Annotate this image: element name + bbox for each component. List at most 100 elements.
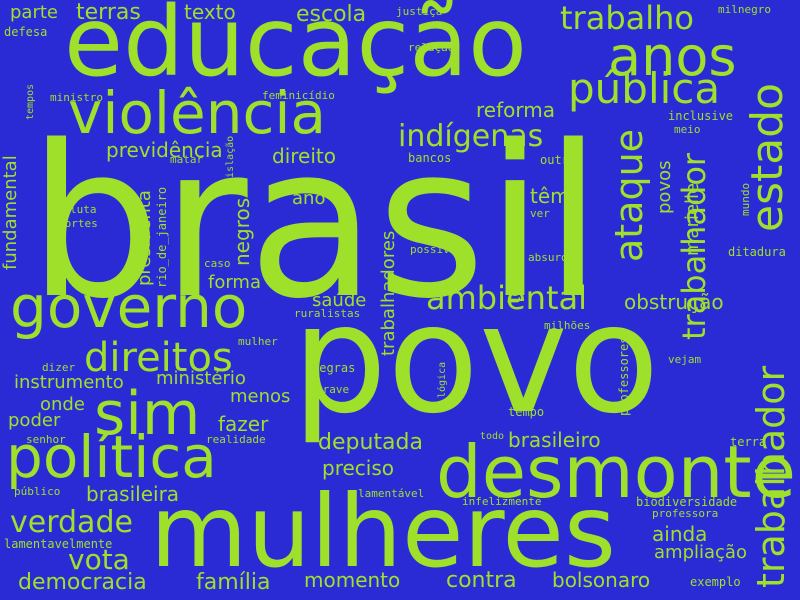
word-anos: anos xyxy=(608,25,737,88)
word-desmonte: desmonte xyxy=(436,430,796,514)
word-ditadura: ditadura xyxy=(728,245,786,259)
word-ataque: ataque xyxy=(607,128,651,262)
word-ainda: ainda xyxy=(652,522,708,546)
word-absurdo: absurdo xyxy=(528,251,575,264)
word-bolsonaro: bolsonaro xyxy=(552,568,651,592)
word-professores: professores xyxy=(617,336,631,416)
word-trabalhador: trabalhador xyxy=(749,365,793,588)
word-estado: estado xyxy=(742,82,793,232)
word-terras: terras xyxy=(76,0,141,25)
word-ano: ano xyxy=(292,188,326,209)
word-brasileiro: brasileiro xyxy=(508,428,601,452)
word-momento: momento xyxy=(304,568,401,592)
word-inclusive: inclusive xyxy=(668,109,734,123)
word-parte: parte xyxy=(10,2,58,23)
word-milnegro: milnegro xyxy=(718,3,771,16)
word-forma: forma xyxy=(208,272,261,293)
word-mulheres: mulheres xyxy=(150,473,617,590)
word-violencia: violência xyxy=(68,79,327,147)
word-feminicidio: feminicídio xyxy=(262,89,335,102)
word-povos: povos xyxy=(654,160,675,214)
word-mundo: mundo xyxy=(739,182,752,216)
word-negras: negras xyxy=(312,361,356,375)
word-professora: professora xyxy=(652,507,719,520)
word-educacao: educação xyxy=(64,0,527,98)
word-senhor: senhor xyxy=(26,433,66,446)
word-governo: governo xyxy=(10,273,248,341)
word-direito: direito xyxy=(272,144,336,168)
word-brasil: brasil xyxy=(28,100,603,345)
word-escola: escola xyxy=(296,2,367,27)
word-milhoes: milhões xyxy=(544,319,591,332)
word-preciso: preciso xyxy=(322,456,394,480)
word-brasileira: brasileira xyxy=(86,482,180,506)
word-dizer: dizer xyxy=(42,361,76,374)
word-fazer: fazer xyxy=(218,412,269,436)
word-texto: texto xyxy=(184,0,236,24)
word-povo: povo xyxy=(292,273,660,447)
word-obstrucao: obstrução xyxy=(624,290,724,314)
word-ruralistas: ruralistas xyxy=(294,307,361,320)
word-reforma: reforma xyxy=(476,98,555,122)
word-tempos: tempos xyxy=(25,83,36,120)
word-terra: terra xyxy=(730,435,767,449)
word-ministerio: ministério xyxy=(156,368,246,389)
word-ampliacao: ampliação xyxy=(654,542,747,563)
word-grave: grave xyxy=(316,383,350,396)
word-onde: onde xyxy=(40,394,85,415)
word-ver: ver xyxy=(530,207,550,220)
word-publica: pública xyxy=(568,64,721,113)
word-bancos: bancos xyxy=(408,151,452,165)
word-logica: lógica xyxy=(437,361,448,398)
word-sim: sim xyxy=(94,379,201,449)
word-relacao: relação xyxy=(408,41,455,54)
word-realidade: realidade xyxy=(206,433,266,446)
word-marielle: marielle xyxy=(682,182,703,256)
word-infelizmente: infelizmente xyxy=(462,495,542,508)
word-negros: negros xyxy=(230,197,254,266)
word-matar: matar xyxy=(170,153,204,166)
word-biodiversidade: biodiversidade xyxy=(636,495,738,509)
word-caso: caso xyxy=(204,257,231,270)
word-outro: outro xyxy=(540,153,577,167)
word-territorios: territórios xyxy=(504,215,525,304)
word-saude: saúde xyxy=(312,290,367,311)
word-direitos: direitos xyxy=(84,335,233,381)
word-familia: família xyxy=(196,570,271,595)
word-instrumento: instrumento xyxy=(14,372,124,393)
word-vota: vota xyxy=(68,543,130,576)
word-defesa: defesa xyxy=(4,25,48,39)
word-presidenta: presidenta xyxy=(134,190,155,286)
word-tem: têm xyxy=(530,184,570,208)
word-trabalho: trabalho xyxy=(560,0,694,37)
word-contra: contra xyxy=(446,568,517,593)
word-ministro: ministro xyxy=(50,91,103,104)
word-legislacao: legislação xyxy=(225,135,236,196)
word-fundamental: fundamental xyxy=(0,155,21,270)
word-deputada: deputada xyxy=(318,430,423,455)
word-possivel: possível xyxy=(410,243,463,256)
word-luta: luta xyxy=(70,203,97,216)
word-democracia: democracia xyxy=(18,570,147,595)
word-mulher: mulher xyxy=(238,335,278,348)
word-publico: público xyxy=(14,485,61,498)
word-exemplo: exemplo xyxy=(690,575,741,589)
word-meio: meio xyxy=(674,123,701,136)
word-cortes: cortes xyxy=(58,217,98,230)
word-todo: todo xyxy=(480,431,505,442)
word-vejam: vejam xyxy=(668,353,702,366)
word-ambiental: ambiental xyxy=(426,279,587,317)
word-indigenas: indígenas xyxy=(398,119,544,154)
word-tempo: tempo xyxy=(508,405,545,419)
word-previdencia: previdência xyxy=(106,138,223,162)
word-lamentavel: lamentável xyxy=(358,487,425,500)
word-menos: menos xyxy=(230,386,291,407)
word-verdade: verdade xyxy=(10,505,133,540)
word-rio-de-janeiro: rio_de_janeiro xyxy=(155,186,169,288)
word-justica: justiça xyxy=(396,5,443,18)
word-poder: poder xyxy=(8,410,61,431)
word-trabalhadores: trabalhadores xyxy=(378,230,399,356)
word-lamentavelmente: lamentavelmente xyxy=(4,537,113,551)
word-politica: política xyxy=(6,423,217,491)
